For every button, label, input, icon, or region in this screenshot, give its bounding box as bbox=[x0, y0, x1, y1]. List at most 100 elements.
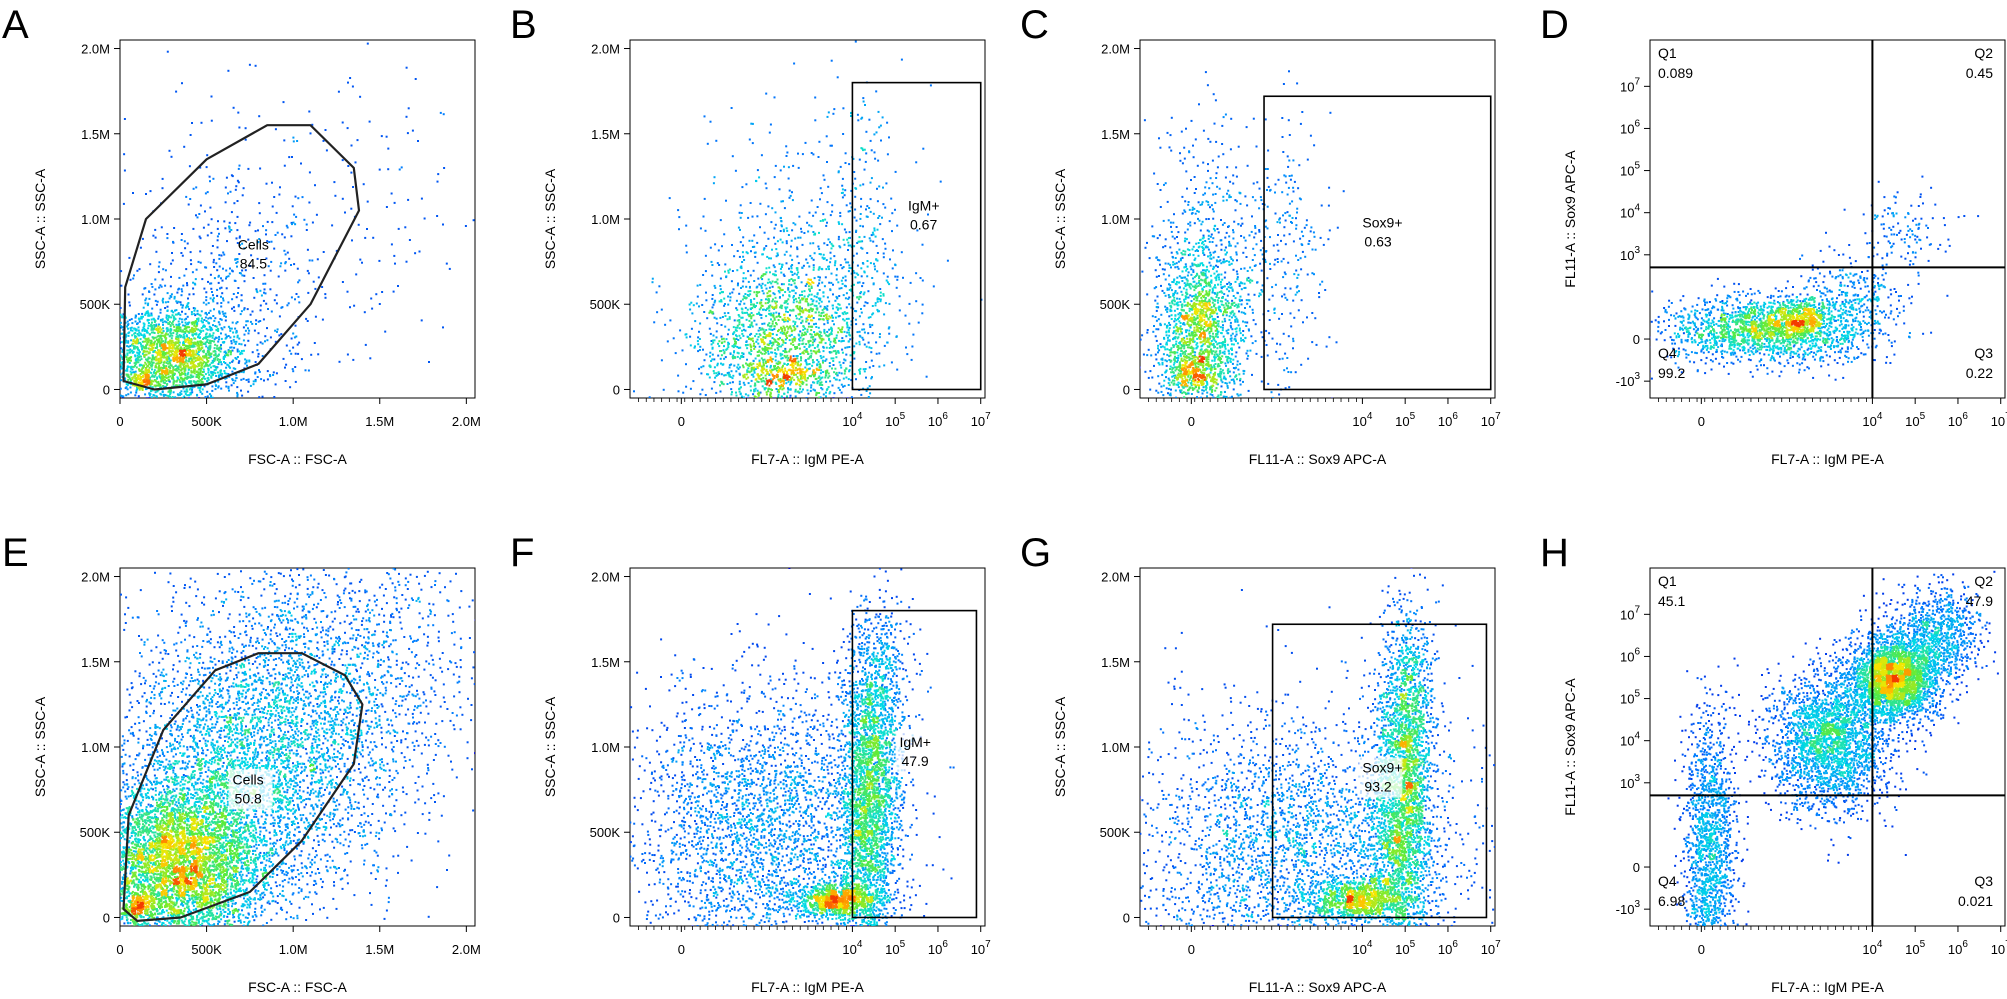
data-point bbox=[651, 277, 654, 280]
data-point bbox=[798, 339, 801, 342]
data-point bbox=[840, 366, 843, 369]
data-point bbox=[297, 352, 300, 355]
data-point bbox=[153, 341, 156, 344]
data-point bbox=[719, 284, 722, 287]
data-point bbox=[137, 402, 139, 404]
data-point bbox=[199, 261, 202, 264]
data-point bbox=[849, 361, 852, 364]
data-point bbox=[172, 383, 175, 386]
data-point bbox=[159, 352, 161, 355]
data-point bbox=[187, 305, 190, 308]
data-point bbox=[274, 340, 277, 343]
data-point bbox=[818, 330, 821, 333]
data-point bbox=[884, 242, 887, 245]
data-point bbox=[168, 149, 171, 152]
data-point bbox=[809, 254, 812, 257]
data-point bbox=[341, 121, 344, 124]
data-point bbox=[900, 58, 903, 61]
data-point bbox=[249, 313, 252, 316]
data-point bbox=[767, 205, 770, 208]
data-point bbox=[142, 322, 145, 325]
data-point bbox=[788, 196, 791, 199]
data-point bbox=[291, 205, 294, 208]
data-point bbox=[218, 338, 220, 341]
data-point bbox=[779, 337, 781, 340]
data-point bbox=[750, 353, 752, 356]
data-point bbox=[270, 240, 273, 243]
data-point bbox=[760, 357, 763, 360]
data-point bbox=[225, 176, 228, 179]
data-point bbox=[871, 332, 874, 335]
data-point bbox=[825, 358, 828, 361]
data-point bbox=[254, 64, 257, 67]
data-point bbox=[296, 343, 299, 346]
data-point bbox=[832, 293, 834, 296]
data-point bbox=[791, 439, 793, 441]
data-point bbox=[789, 388, 792, 391]
data-point bbox=[255, 414, 257, 416]
data-point bbox=[341, 159, 344, 162]
data-point bbox=[197, 344, 200, 347]
data-point bbox=[190, 391, 193, 394]
data-point bbox=[208, 333, 211, 336]
data-point bbox=[245, 379, 248, 381]
data-point bbox=[259, 320, 262, 322]
data-point bbox=[192, 404, 194, 406]
data-point bbox=[351, 85, 354, 88]
data-point bbox=[837, 307, 840, 310]
data-point bbox=[694, 345, 696, 348]
data-point bbox=[155, 303, 158, 306]
data-point bbox=[824, 409, 826, 411]
data-point bbox=[213, 266, 216, 268]
data-point bbox=[853, 345, 856, 348]
data-point bbox=[129, 278, 132, 281]
data-point bbox=[727, 269, 730, 272]
data-point bbox=[190, 383, 193, 386]
data-point bbox=[125, 358, 128, 361]
data-point bbox=[223, 326, 226, 329]
data-point bbox=[160, 350, 163, 353]
data-point bbox=[411, 129, 414, 132]
data-point bbox=[135, 389, 138, 392]
data-point bbox=[236, 258, 239, 260]
data-point bbox=[814, 338, 817, 341]
data-point bbox=[182, 361, 185, 364]
data-point bbox=[840, 391, 843, 394]
data-point bbox=[782, 350, 785, 352]
data-point bbox=[182, 330, 185, 333]
data-point bbox=[819, 198, 821, 201]
data-point bbox=[835, 278, 838, 281]
data-point bbox=[154, 371, 157, 374]
data-point bbox=[136, 337, 139, 340]
data-point bbox=[753, 371, 756, 374]
data-point bbox=[120, 307, 122, 309]
data-point bbox=[213, 340, 215, 343]
data-point bbox=[130, 339, 133, 342]
data-point bbox=[190, 355, 193, 358]
data-point bbox=[247, 401, 249, 403]
data-point bbox=[120, 316, 123, 319]
data-point bbox=[187, 323, 190, 326]
data-point bbox=[843, 194, 846, 197]
data-point bbox=[848, 296, 851, 299]
data-point bbox=[197, 343, 200, 346]
data-point bbox=[192, 227, 195, 230]
data-point bbox=[832, 316, 834, 319]
data-point bbox=[275, 211, 278, 214]
data-point bbox=[737, 282, 739, 285]
data-point bbox=[179, 394, 181, 396]
data-point bbox=[296, 140, 299, 142]
data-point bbox=[200, 121, 203, 124]
data-point bbox=[247, 378, 250, 381]
data-point bbox=[234, 327, 237, 330]
data-point bbox=[817, 275, 820, 278]
data-point bbox=[104, 344, 106, 346]
data-point bbox=[820, 387, 823, 389]
data-point bbox=[782, 200, 784, 203]
data-point bbox=[749, 326, 751, 329]
data-point bbox=[260, 378, 263, 381]
data-point bbox=[188, 165, 191, 168]
data-point bbox=[164, 352, 167, 355]
data-point bbox=[172, 319, 175, 322]
data-point bbox=[810, 384, 813, 387]
